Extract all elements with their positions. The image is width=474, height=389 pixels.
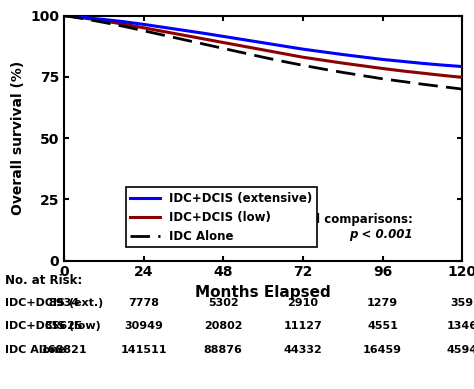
Text: 1346: 1346 xyxy=(447,321,474,331)
Text: No. at Risk:: No. at Risk: xyxy=(5,274,82,287)
Text: 2910: 2910 xyxy=(287,298,319,308)
Text: 141511: 141511 xyxy=(120,345,167,356)
Text: 30949: 30949 xyxy=(124,321,163,331)
Text: 35625: 35625 xyxy=(45,321,83,331)
Text: 11127: 11127 xyxy=(283,321,322,331)
Text: IDC Alone: IDC Alone xyxy=(5,345,65,356)
Text: 8934: 8934 xyxy=(48,298,80,308)
Text: 5302: 5302 xyxy=(208,298,238,308)
X-axis label: Months Elapsed: Months Elapsed xyxy=(195,285,331,300)
Text: 44332: 44332 xyxy=(283,345,322,356)
Legend: IDC+DCIS (extensive), IDC+DCIS (low), IDC Alone: IDC+DCIS (extensive), IDC+DCIS (low), ID… xyxy=(126,187,317,247)
Text: IDC+DCIS (ext.): IDC+DCIS (ext.) xyxy=(5,298,103,308)
Text: 1279: 1279 xyxy=(367,298,398,308)
Text: IDC+DCIS (low): IDC+DCIS (low) xyxy=(5,321,100,331)
Text: 88876: 88876 xyxy=(204,345,243,356)
Text: 7778: 7778 xyxy=(128,298,159,308)
Text: All comparisons:: All comparisons: xyxy=(302,213,412,226)
Text: 359: 359 xyxy=(451,298,474,308)
Text: 4594: 4594 xyxy=(447,345,474,356)
Y-axis label: Overall survival (%): Overall survival (%) xyxy=(10,61,25,215)
Text: p < 0.001: p < 0.001 xyxy=(349,228,412,241)
Text: 168821: 168821 xyxy=(41,345,87,356)
Text: 4551: 4551 xyxy=(367,321,398,331)
Text: 16459: 16459 xyxy=(363,345,402,356)
Text: 20802: 20802 xyxy=(204,321,243,331)
